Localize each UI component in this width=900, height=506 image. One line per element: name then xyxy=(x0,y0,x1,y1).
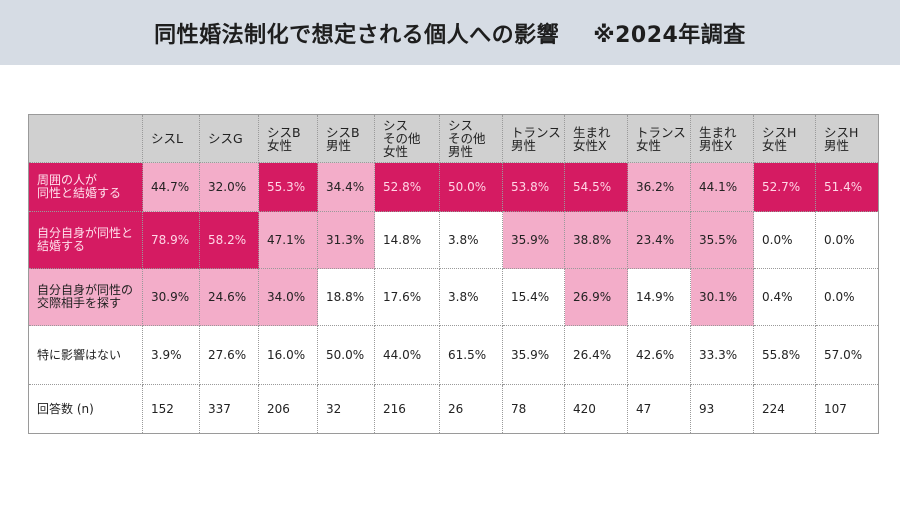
value-cell: 78 xyxy=(502,384,565,434)
value-cell: 26.4% xyxy=(564,325,628,385)
value-cell: 24.6% xyxy=(199,268,259,326)
column-header: シスH 女性 xyxy=(753,114,816,163)
value-cell: 42.6% xyxy=(627,325,691,385)
table-row: 周囲の人が 同性と結婚する 44.7% 32.0% 55.3% 34.4% 52.8% 50… xyxy=(28,162,879,212)
value-cell: 32.0% xyxy=(199,162,259,212)
value-cell: 61.5% xyxy=(439,325,503,385)
value-cell: 15.4% xyxy=(502,268,565,326)
value-cell: 93 xyxy=(690,384,754,434)
value-cell: 0.4% xyxy=(753,268,816,326)
value-cell: 31.3% xyxy=(317,211,375,269)
survey-note: ※2024年調査 xyxy=(593,22,746,48)
value-cell: 53.8% xyxy=(502,162,565,212)
value-cell: 16.0% xyxy=(258,325,318,385)
value-cell: 44.1% xyxy=(690,162,754,212)
value-cell: 30.9% xyxy=(142,268,200,326)
value-cell: 3.8% xyxy=(439,211,503,269)
value-cell: 55.3% xyxy=(258,162,318,212)
value-cell: 27.6% xyxy=(199,325,259,385)
value-cell: 14.8% xyxy=(374,211,440,269)
table-row: 自分自身が同性の 交際相手を探す 30.9% 24.6% 34.0% 18.8% 17.6… xyxy=(28,268,879,326)
value-cell: 107 xyxy=(815,384,879,434)
row-label: 周囲の人が 同性と結婚する xyxy=(28,162,143,212)
value-cell: 23.4% xyxy=(627,211,691,269)
column-header: 生まれ 男性X xyxy=(690,114,754,163)
value-cell: 78.9% xyxy=(142,211,200,269)
row-label: 自分自身が同性の 交際相手を探す xyxy=(28,268,143,326)
row-label: 回答数 (n) xyxy=(28,384,143,434)
value-cell: 50.0% xyxy=(317,325,375,385)
row-label: 自分自身が同性と 結婚する xyxy=(28,211,143,269)
value-cell: 35.5% xyxy=(690,211,754,269)
column-header: シスB 女性 xyxy=(258,114,318,163)
value-cell: 57.0% xyxy=(815,325,879,385)
title-bar: 同性婚法制化で想定される個人への影響 ※2024年調査 xyxy=(0,0,900,65)
value-cell: 51.4% xyxy=(815,162,879,212)
value-cell: 35.9% xyxy=(502,325,565,385)
value-cell: 30.1% xyxy=(690,268,754,326)
value-cell: 52.8% xyxy=(374,162,440,212)
value-cell: 216 xyxy=(374,384,440,434)
value-cell: 26.9% xyxy=(564,268,628,326)
value-cell: 34.4% xyxy=(317,162,375,212)
column-header: トランス 男性 xyxy=(502,114,565,163)
value-cell: 58.2% xyxy=(199,211,259,269)
value-cell: 337 xyxy=(199,384,259,434)
value-cell: 206 xyxy=(258,384,318,434)
value-cell: 17.6% xyxy=(374,268,440,326)
value-cell: 152 xyxy=(142,384,200,434)
value-cell: 52.7% xyxy=(753,162,816,212)
value-cell: 55.8% xyxy=(753,325,816,385)
column-header: シスG xyxy=(199,114,259,163)
value-cell: 36.2% xyxy=(627,162,691,212)
value-cell: 14.9% xyxy=(627,268,691,326)
column-header: シスH 男性 xyxy=(815,114,879,163)
value-cell: 3.8% xyxy=(439,268,503,326)
value-cell: 47 xyxy=(627,384,691,434)
table-row: 特に影響はない 3.9% 27.6% 16.0% 50.0% 44.0% 61.5% 35.9… xyxy=(28,325,879,385)
value-cell: 0.0% xyxy=(815,211,879,269)
corner-cell xyxy=(28,114,143,163)
column-header: トランス 女性 xyxy=(627,114,691,163)
header-row: シスL シスG シスB 女性 シスB 男性 シス その他 女性 シス その他 男性 トランス… xyxy=(28,114,879,163)
row-label: 特に影響はない xyxy=(28,325,143,385)
value-cell: 26 xyxy=(439,384,503,434)
column-header: シスL xyxy=(142,114,200,163)
column-header: 生まれ 女性X xyxy=(564,114,628,163)
results-table: シスL シスG シスB 女性 シスB 男性 シス その他 女性 シス その他 男性 トランス… xyxy=(28,114,879,434)
table-row: 回答数 (n) 152 337 206 32 216 26 78 420 47 93 224 107 xyxy=(28,384,879,434)
column-header: シス その他 男性 xyxy=(439,114,503,163)
value-cell: 33.3% xyxy=(690,325,754,385)
value-cell: 34.0% xyxy=(258,268,318,326)
column-header: シスB 男性 xyxy=(317,114,375,163)
value-cell: 0.0% xyxy=(815,268,879,326)
value-cell: 18.8% xyxy=(317,268,375,326)
page-title: 同性婚法制化で想定される個人への影響 xyxy=(154,22,560,48)
value-cell: 3.9% xyxy=(142,325,200,385)
column-header: シス その他 女性 xyxy=(374,114,440,163)
value-cell: 44.7% xyxy=(142,162,200,212)
value-cell: 50.0% xyxy=(439,162,503,212)
value-cell: 0.0% xyxy=(753,211,816,269)
value-cell: 35.9% xyxy=(502,211,565,269)
value-cell: 54.5% xyxy=(564,162,628,212)
value-cell: 47.1% xyxy=(258,211,318,269)
value-cell: 224 xyxy=(753,384,816,434)
value-cell: 38.8% xyxy=(564,211,628,269)
value-cell: 32 xyxy=(317,384,375,434)
value-cell: 420 xyxy=(564,384,628,434)
table-row: 自分自身が同性と 結婚する 78.9% 58.2% 47.1% 31.3% 14.8% 3.… xyxy=(28,211,879,269)
value-cell: 44.0% xyxy=(374,325,440,385)
